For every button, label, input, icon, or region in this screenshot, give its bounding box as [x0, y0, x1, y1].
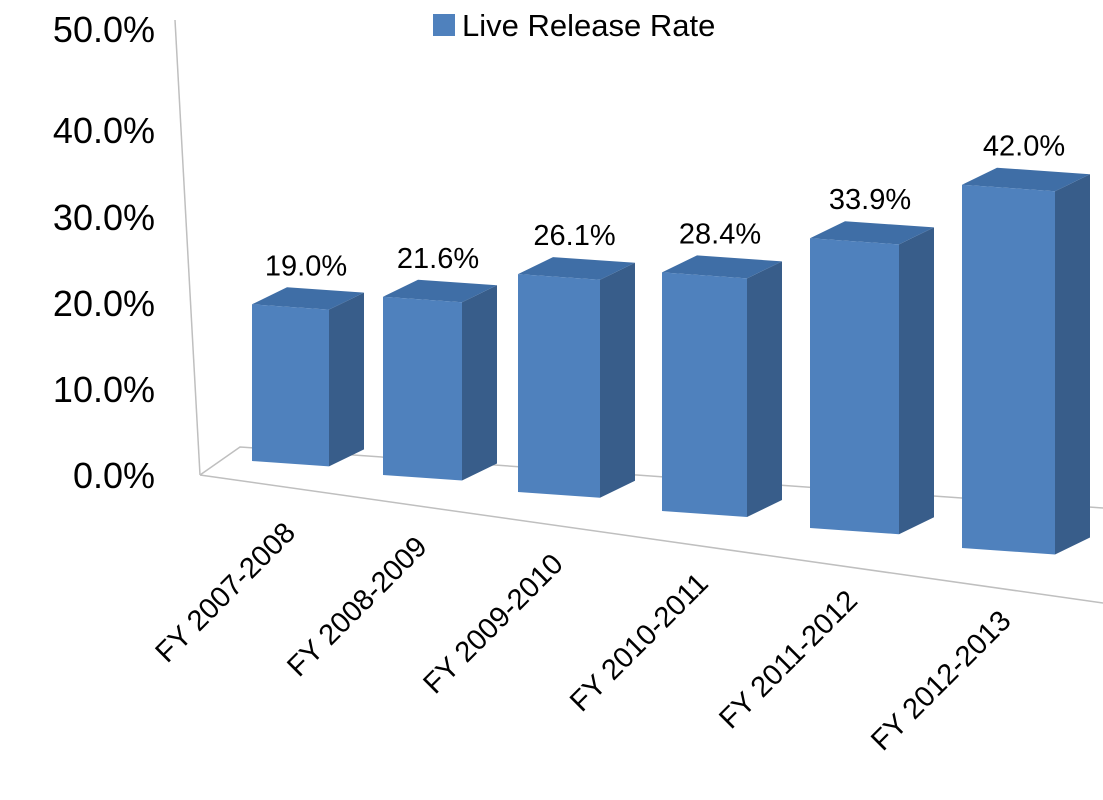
bar-side	[600, 262, 635, 498]
bar-front	[518, 274, 600, 498]
bar	[962, 167, 1090, 555]
category-label: FY 2012-2013	[865, 605, 1017, 757]
bar-front	[383, 296, 462, 481]
x-axis-category-labels: FY 2007-2008 FY 2008-2009 FY 2009-2010 F…	[150, 517, 1018, 757]
category-label: FY 2009-2010	[417, 548, 569, 700]
data-label: 21.6%	[397, 243, 479, 275]
bar-side	[899, 227, 934, 535]
y-axis-tick-labels: 0.0% 10.0% 20.0% 30.0% 40.0% 50.0%	[53, 9, 155, 496]
category-label: FY 2011-2012	[713, 585, 864, 736]
bar	[518, 257, 635, 498]
y-tick-label: 10.0%	[53, 369, 155, 410]
y-tick-label: 50.0%	[53, 9, 155, 50]
data-labels: 19.0% 21.6% 26.1% 28.4% 33.9% 42.0%	[265, 131, 1065, 283]
bar-front	[662, 272, 747, 517]
data-label: 33.9%	[829, 184, 911, 216]
bar	[252, 287, 364, 467]
bars	[252, 167, 1090, 555]
left-wall-edge	[174, 19, 201, 476]
bar-top	[252, 287, 364, 310]
bar-front	[962, 184, 1055, 555]
bar-side	[329, 292, 364, 467]
bar-side	[747, 261, 782, 517]
data-label: 28.4%	[679, 218, 761, 250]
bar-front	[252, 304, 329, 467]
bar-side	[1055, 174, 1090, 555]
category-label: FY 2010-2011	[564, 567, 715, 718]
legend: Live Release Rate	[433, 8, 715, 43]
bar-front	[810, 238, 899, 535]
bar-top	[810, 221, 934, 245]
bar	[383, 279, 497, 481]
bar-top	[383, 279, 497, 303]
legend-swatch	[433, 14, 455, 36]
data-label: 19.0%	[265, 250, 347, 282]
bar-side	[462, 285, 497, 481]
category-label: FY 2008-2009	[281, 531, 433, 683]
y-tick-label: 0.0%	[73, 455, 155, 496]
floor-front-edge	[199, 474, 1103, 604]
bar-top	[518, 257, 635, 280]
bar-top	[962, 167, 1090, 192]
bar	[810, 221, 934, 535]
data-label: 26.1%	[533, 220, 615, 252]
data-label: 42.0%	[983, 131, 1065, 163]
y-tick-label: 20.0%	[53, 283, 155, 324]
bar	[662, 255, 782, 517]
bar-top	[662, 255, 782, 279]
y-tick-label: 30.0%	[53, 197, 155, 238]
legend-label: Live Release Rate	[462, 8, 715, 43]
category-label: FY 2007-2008	[150, 517, 302, 669]
y-tick-label: 40.0%	[53, 110, 155, 151]
